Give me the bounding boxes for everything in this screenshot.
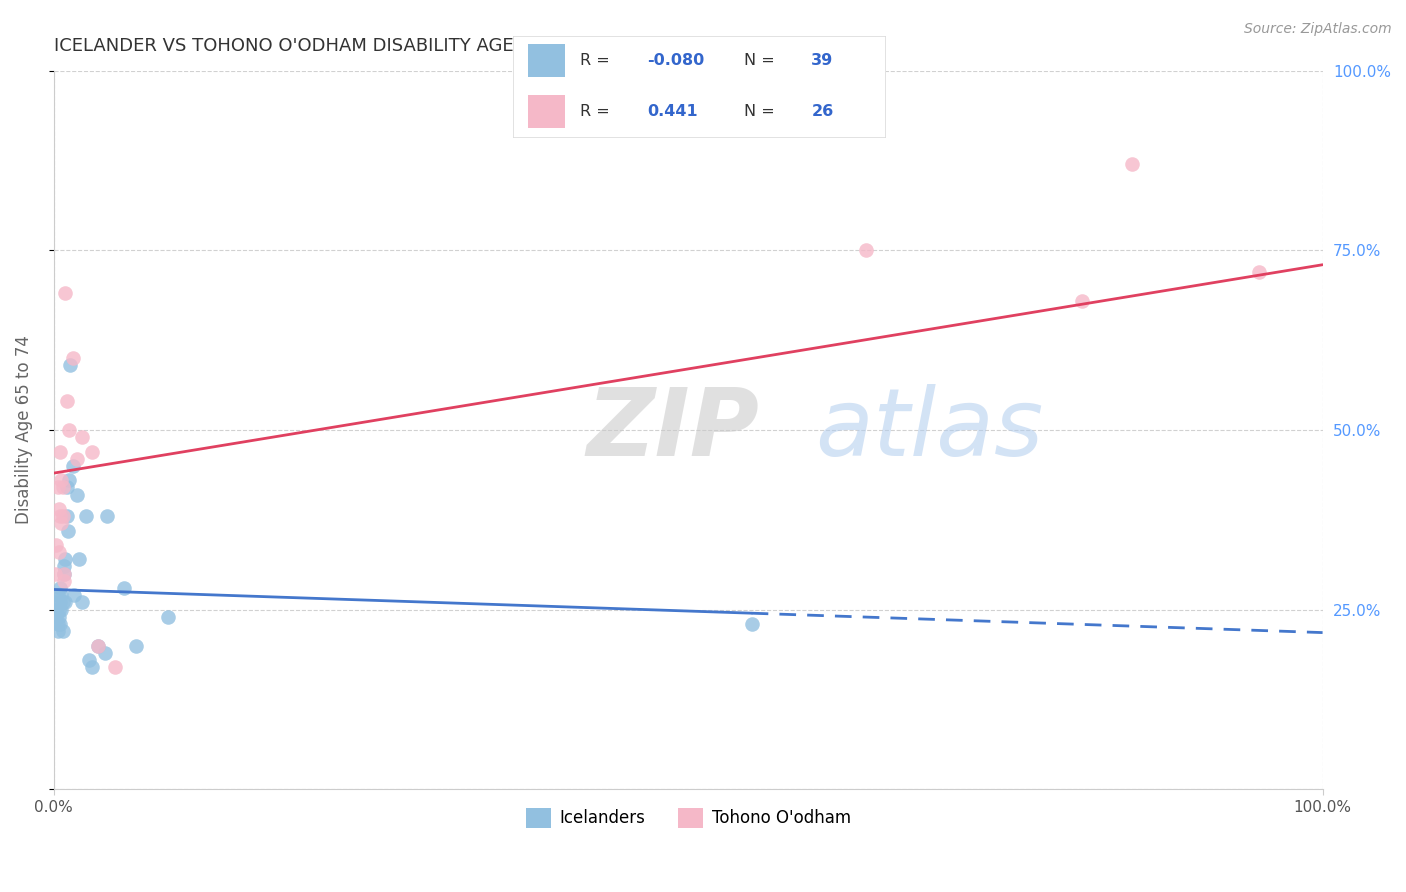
Point xyxy=(1070,293,1092,308)
Point xyxy=(157,609,180,624)
Point xyxy=(70,430,93,444)
Point xyxy=(46,624,69,639)
Point xyxy=(52,480,75,494)
Point xyxy=(59,359,82,373)
Text: R =: R = xyxy=(581,53,616,68)
Text: 39: 39 xyxy=(811,53,834,68)
Text: ICELANDER VS TOHONO O'ODHAM DISABILITY AGE 65 TO 74 CORRELATION CHART: ICELANDER VS TOHONO O'ODHAM DISABILITY A… xyxy=(53,37,803,55)
Point xyxy=(58,473,80,487)
Point xyxy=(53,574,76,588)
Text: N =: N = xyxy=(744,104,780,120)
Point xyxy=(53,286,76,301)
Point xyxy=(112,581,135,595)
Point xyxy=(45,609,67,624)
Point xyxy=(80,660,103,674)
Point xyxy=(58,423,80,437)
Text: R =: R = xyxy=(581,104,620,120)
Point xyxy=(1121,157,1143,171)
Point xyxy=(93,646,115,660)
Text: 0.441: 0.441 xyxy=(647,104,697,120)
Point xyxy=(80,444,103,458)
Point xyxy=(48,609,70,624)
Point xyxy=(48,545,70,559)
Point xyxy=(46,480,69,494)
FancyBboxPatch shape xyxy=(529,44,565,77)
Point xyxy=(79,653,101,667)
Point xyxy=(44,595,66,609)
Point xyxy=(55,480,77,494)
Point xyxy=(51,516,73,531)
Point xyxy=(52,595,75,609)
Point xyxy=(104,660,127,674)
Point xyxy=(87,639,110,653)
Point xyxy=(52,509,75,524)
Point xyxy=(55,394,77,409)
Point xyxy=(49,509,72,524)
Point xyxy=(53,559,76,574)
Text: ZIP: ZIP xyxy=(586,384,759,476)
Point xyxy=(70,595,93,609)
Point xyxy=(49,581,72,595)
Point xyxy=(741,617,763,632)
Point xyxy=(51,473,73,487)
Point xyxy=(55,509,77,524)
Point xyxy=(52,624,75,639)
Point xyxy=(53,566,76,581)
FancyBboxPatch shape xyxy=(513,36,886,138)
Y-axis label: Disability Age 65 to 74: Disability Age 65 to 74 xyxy=(15,335,32,524)
Point xyxy=(44,566,66,581)
Point xyxy=(53,566,76,581)
Point xyxy=(51,602,73,616)
FancyBboxPatch shape xyxy=(529,95,565,128)
Point xyxy=(56,524,79,538)
Point xyxy=(855,244,877,258)
Text: N =: N = xyxy=(744,53,780,68)
Point xyxy=(45,538,67,552)
Point xyxy=(45,602,67,616)
Point xyxy=(48,502,70,516)
Point xyxy=(66,488,89,502)
Text: Source: ZipAtlas.com: Source: ZipAtlas.com xyxy=(1244,22,1392,37)
Point xyxy=(49,617,72,632)
Legend: Icelanders, Tohono O'odham: Icelanders, Tohono O'odham xyxy=(519,801,858,835)
Point xyxy=(46,588,69,602)
Point xyxy=(46,617,69,632)
Point xyxy=(51,588,73,602)
Point xyxy=(62,458,84,473)
Point xyxy=(67,552,90,566)
Point xyxy=(53,552,76,566)
Point xyxy=(48,602,70,616)
Text: -0.080: -0.080 xyxy=(647,53,704,68)
Point xyxy=(63,588,86,602)
Point xyxy=(96,509,118,524)
Text: atlas: atlas xyxy=(815,384,1043,475)
Point xyxy=(49,444,72,458)
Point xyxy=(75,509,97,524)
Point xyxy=(53,595,76,609)
Point xyxy=(49,595,72,609)
Point xyxy=(87,639,110,653)
Point xyxy=(1249,265,1271,279)
Point xyxy=(66,451,89,466)
Point xyxy=(62,351,84,365)
Text: 26: 26 xyxy=(811,104,834,120)
Point xyxy=(125,639,148,653)
